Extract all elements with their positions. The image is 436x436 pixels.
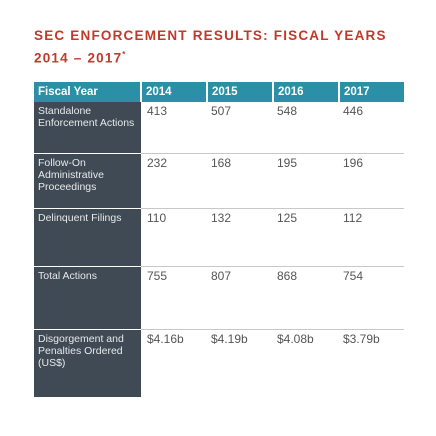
enforcement-results-table: Fiscal Year 2014 2015 2016 2017 Standalo… xyxy=(34,82,404,397)
cell-2016: 125 xyxy=(273,208,339,267)
cell-2016: $4.08b xyxy=(277,331,314,346)
cell-2014: 232 xyxy=(141,153,207,209)
row-label: Delinquent Filings xyxy=(34,208,141,267)
cell-2017: $3.79b xyxy=(343,331,380,346)
table-row: Follow-On Administrative Proceedings 232… xyxy=(34,153,404,209)
cell-2014: $4.16b xyxy=(147,331,184,346)
header-fiscal-year: Fiscal Year xyxy=(34,82,141,102)
cell-2017: 754 xyxy=(339,266,404,330)
table-row: Standalone Enforcement Actions 413 507 5… xyxy=(34,102,404,154)
cell-2016: 195 xyxy=(273,153,339,209)
row-label: Follow-On Administrative Proceedings xyxy=(34,153,141,209)
header-2016: 2016 xyxy=(272,82,339,102)
cell-2014: 413 xyxy=(141,102,207,154)
row-label: Disgorgement and Penalties Ordered (US$) xyxy=(34,329,141,397)
header-2015: 2015 xyxy=(206,82,273,102)
cell-2014: 110 xyxy=(141,208,207,267)
cell-2015: 168 xyxy=(207,153,273,209)
table-row: Disgorgement and Penalties Ordered (US$)… xyxy=(34,329,404,397)
title-text: SEC ENFORCEMENT RESULTS: FISCAL YEARS 20… xyxy=(34,28,387,66)
row-label: Total Actions xyxy=(34,266,141,330)
title-footnote-mark: * xyxy=(122,50,126,59)
cell-2015: 807 xyxy=(207,266,273,330)
table-row: Total Actions 755 807 868 754 xyxy=(34,266,404,330)
table-row: Delinquent Filings 110 132 125 112 xyxy=(34,208,404,267)
header-2017: 2017 xyxy=(338,82,404,102)
cell-2015: 132 xyxy=(207,208,273,267)
row-label: Standalone Enforcement Actions xyxy=(34,102,141,154)
cell-2017: 196 xyxy=(339,153,404,209)
cell-2016: 548 xyxy=(273,102,339,154)
cell-2016: 868 xyxy=(273,266,339,330)
cell-2015: $4.19b xyxy=(211,331,248,346)
header-2014: 2014 xyxy=(140,82,207,102)
table-header-row: Fiscal Year 2014 2015 2016 2017 xyxy=(34,82,404,102)
cell-2014: 755 xyxy=(141,266,207,330)
page-title: SEC ENFORCEMENT RESULTS: FISCAL YEARS 20… xyxy=(34,26,414,68)
cell-2017: 446 xyxy=(339,102,404,154)
cell-2015: 507 xyxy=(207,102,273,154)
cell-2017: 112 xyxy=(339,208,404,267)
